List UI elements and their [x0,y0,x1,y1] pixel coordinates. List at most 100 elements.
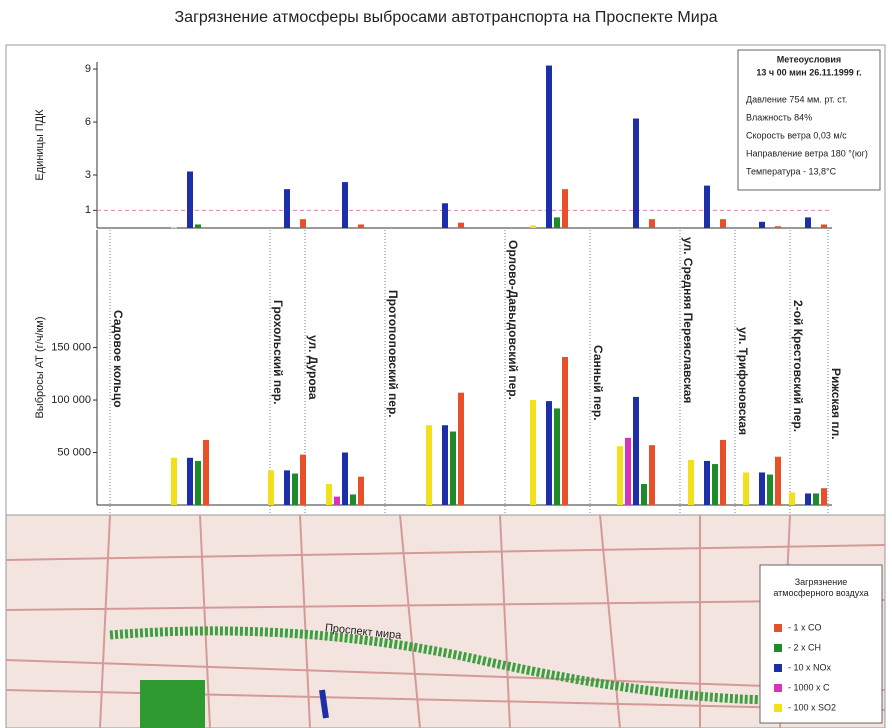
bar [358,224,364,228]
street-label: Протопоповский пер. [386,290,400,418]
bar [442,203,448,228]
bar [342,182,348,228]
meteo-line: Скорость ветра 0,03 м/с [746,130,847,140]
bar [712,464,718,505]
bar [268,470,274,505]
bar [171,227,177,229]
bar [171,457,177,505]
legend-swatch [774,624,782,632]
bar [720,219,726,228]
bar [813,493,819,505]
y-tick-label: 100 000 [51,394,91,406]
bar [284,470,290,505]
bar [458,392,464,505]
legend-label: - 10 x NOx [788,662,832,672]
y-tick-label: 9 [85,63,91,75]
meteo-line: Температура - 13,8°С [746,166,837,176]
legend-label: - 100 x SO2 [788,702,836,712]
green-strip [109,626,781,705]
bar [688,459,694,505]
meteo-line: Давление 754 мм. рт. ст. [746,94,847,104]
title: Загрязнение атмосферы выбросами автотран… [175,9,718,26]
bar [300,219,306,228]
bar [187,457,193,505]
legend-label: - 2 x CH [788,642,821,652]
y-tick-label: 1 [85,204,91,216]
bar [633,118,639,228]
y-axis-label: Выбросы АТ (г/ч/км) [34,316,46,418]
bar [805,217,811,228]
bar [704,460,710,505]
bar [759,221,765,228]
bar [704,185,710,228]
street-label: ул. Средняя Переяславская [681,237,695,403]
bar [805,493,811,505]
y-axis-label: Единицы ПДК [34,109,46,181]
street-label: Рижская пл. [829,368,843,440]
bar [617,446,623,505]
bar [530,400,536,505]
bar [334,496,340,505]
bar [187,171,193,228]
street-label: Санный пер. [591,345,605,421]
legend-label: - 1000 x C [788,682,830,692]
bar [649,445,655,505]
bar [426,425,432,505]
legend-title: Загрязнение атмосферного воздуха [773,577,868,598]
bar [546,65,552,228]
legend-swatch [774,664,782,672]
bar [342,452,348,505]
bar [625,437,631,505]
bar [195,460,201,505]
bar [821,224,827,228]
y-tick-label: 50 000 [57,446,91,458]
legend-label: - 1 x CO [788,622,822,632]
bar [458,222,464,228]
legend-swatch [774,704,782,712]
bar [562,189,568,228]
bar [641,484,647,505]
meteo-line: Влажность 84% [746,112,812,122]
bar [720,439,726,505]
bar [442,425,448,505]
bar [789,492,795,505]
legend-swatch [774,684,782,692]
legend-swatch [774,644,782,652]
bar [546,401,552,505]
y-tick-label: 3 [85,169,91,181]
meteo-line: Направление ветра 180 °(юг) [746,148,868,158]
bar [358,476,364,505]
street-label: Садовое кольцо [111,310,125,408]
bar [649,219,655,228]
pond [319,689,329,719]
street-label: ул. Дурова [306,335,320,400]
y-tick-label: 150 000 [51,341,91,353]
bar [743,472,749,505]
bar [195,224,201,228]
bar [292,473,298,505]
bar [554,217,560,228]
bar [203,439,209,505]
meteo-title: Метеоусловия [777,54,841,64]
bar [562,357,568,505]
street-label: Грохольский пер. [271,300,285,404]
bar [530,225,536,228]
bar [450,431,456,505]
bar [775,456,781,505]
bar [284,189,290,228]
bar [767,474,773,505]
street-label: ул. Трифоновская [736,327,750,435]
bar [759,472,765,505]
map: Проспект мира [5,514,886,728]
bar [300,454,306,505]
meteo-box [737,49,881,191]
bar [821,488,827,505]
bar [633,396,639,505]
bar [775,226,781,228]
street-label: Орлово-Давыдовский пер. [506,240,520,400]
bar [554,408,560,505]
street-label: 2-ой Крестовский пер. [791,300,805,432]
y-tick-label: 6 [85,116,91,128]
meteo-time: 13 ч 00 мин 26.11.1999 г. [756,67,861,77]
